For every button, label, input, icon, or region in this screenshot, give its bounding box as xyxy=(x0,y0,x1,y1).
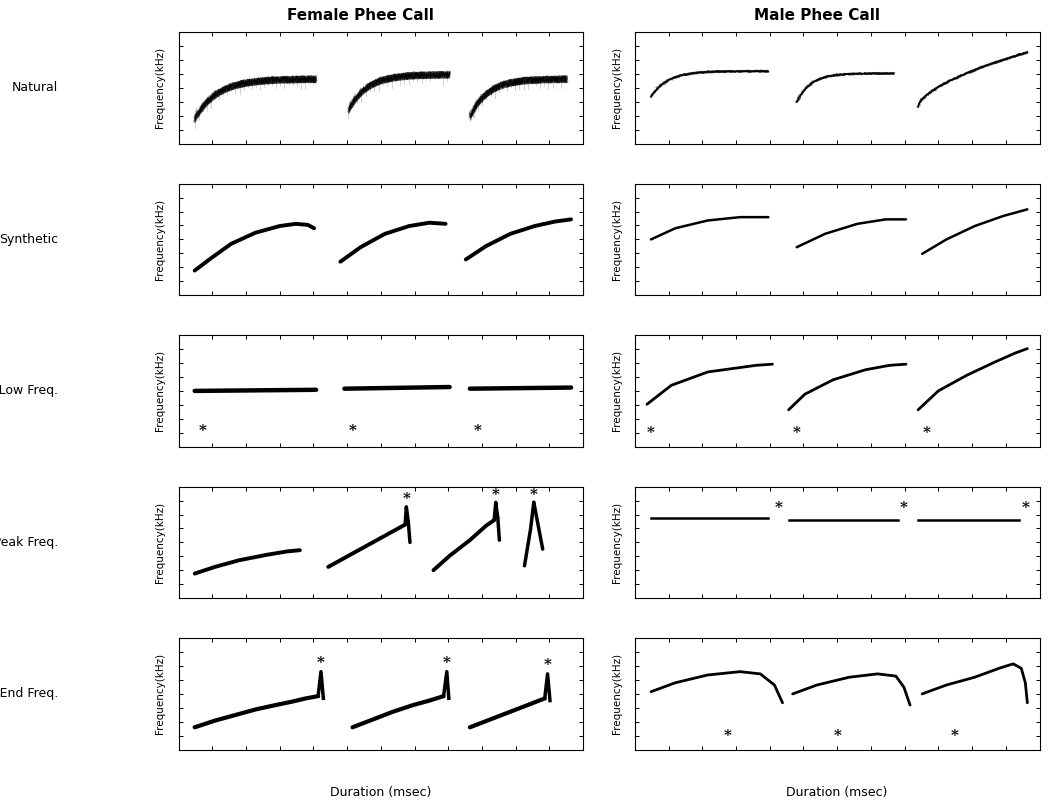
Text: Frequency(kHz): Frequency(kHz) xyxy=(611,502,622,583)
Text: *: * xyxy=(474,424,482,438)
Text: *: * xyxy=(349,424,356,438)
Text: *: * xyxy=(530,488,538,501)
Text: Synthetic: Synthetic xyxy=(0,233,58,246)
Text: *: * xyxy=(402,492,411,506)
Text: *: * xyxy=(491,488,500,501)
Text: Modified Peak Freq.: Modified Peak Freq. xyxy=(0,536,58,549)
Text: *: * xyxy=(443,656,450,670)
Text: Modified Low Freq.: Modified Low Freq. xyxy=(0,384,58,397)
Text: Duration (msec): Duration (msec) xyxy=(786,786,888,799)
Text: *: * xyxy=(647,426,655,440)
Text: Male Phee Call: Male Phee Call xyxy=(754,7,880,23)
Text: Frequency(kHz): Frequency(kHz) xyxy=(611,654,622,734)
Text: *: * xyxy=(723,729,732,743)
Text: *: * xyxy=(950,729,959,743)
Text: Frequency(kHz): Frequency(kHz) xyxy=(155,502,165,583)
Text: Frequency(kHz): Frequency(kHz) xyxy=(155,48,165,128)
Text: Frequency(kHz): Frequency(kHz) xyxy=(611,48,622,128)
Text: *: * xyxy=(317,656,324,670)
Text: Frequency(kHz): Frequency(kHz) xyxy=(611,351,622,431)
Text: Frequency(kHz): Frequency(kHz) xyxy=(155,351,165,431)
Text: Frequency(kHz): Frequency(kHz) xyxy=(155,199,165,280)
Text: *: * xyxy=(834,729,841,743)
Text: *: * xyxy=(775,501,782,515)
Text: *: * xyxy=(922,426,930,440)
Text: *: * xyxy=(1022,501,1029,515)
Text: *: * xyxy=(544,658,551,672)
Text: *: * xyxy=(198,424,207,438)
Text: *: * xyxy=(900,501,908,515)
Text: Duration (msec): Duration (msec) xyxy=(330,786,432,799)
Text: Frequency(kHz): Frequency(kHz) xyxy=(611,199,622,280)
Text: Female Phee Call: Female Phee Call xyxy=(287,7,434,23)
Text: *: * xyxy=(793,426,801,440)
Text: Modified End Freq.: Modified End Freq. xyxy=(0,688,58,700)
Text: Natural: Natural xyxy=(12,81,58,94)
Text: Frequency(kHz): Frequency(kHz) xyxy=(155,654,165,734)
